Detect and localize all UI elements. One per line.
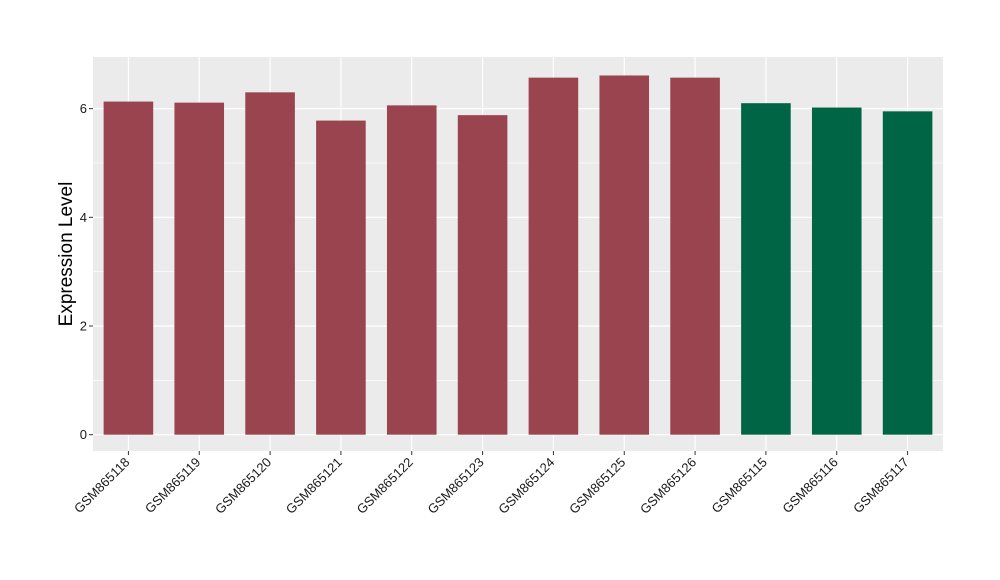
bar-GSM865121 xyxy=(316,120,366,435)
bar-GSM865115 xyxy=(741,103,791,435)
y-tick-label: 6 xyxy=(80,101,87,116)
bars xyxy=(103,75,933,435)
y-tick-label: 4 xyxy=(80,210,87,225)
bar-GSM865123 xyxy=(457,115,508,435)
bar-GSM865116 xyxy=(811,107,862,435)
bar-GSM865124 xyxy=(528,77,579,435)
bar-GSM865118 xyxy=(103,101,154,435)
bar-GSM865122 xyxy=(386,105,437,435)
bar-GSM865119 xyxy=(174,102,225,435)
y-tick-label: 0 xyxy=(80,427,87,442)
y-tick-label: 2 xyxy=(80,319,87,334)
bar-GSM865117 xyxy=(882,111,933,435)
plot-panel xyxy=(93,57,943,451)
bar-GSM865120 xyxy=(245,92,295,435)
bar-GSM865126 xyxy=(670,77,720,435)
bar-GSM865125 xyxy=(599,75,650,435)
y-axis: 0 2 4 6 xyxy=(80,101,93,442)
y-axis-title: Expression Level xyxy=(56,182,77,327)
